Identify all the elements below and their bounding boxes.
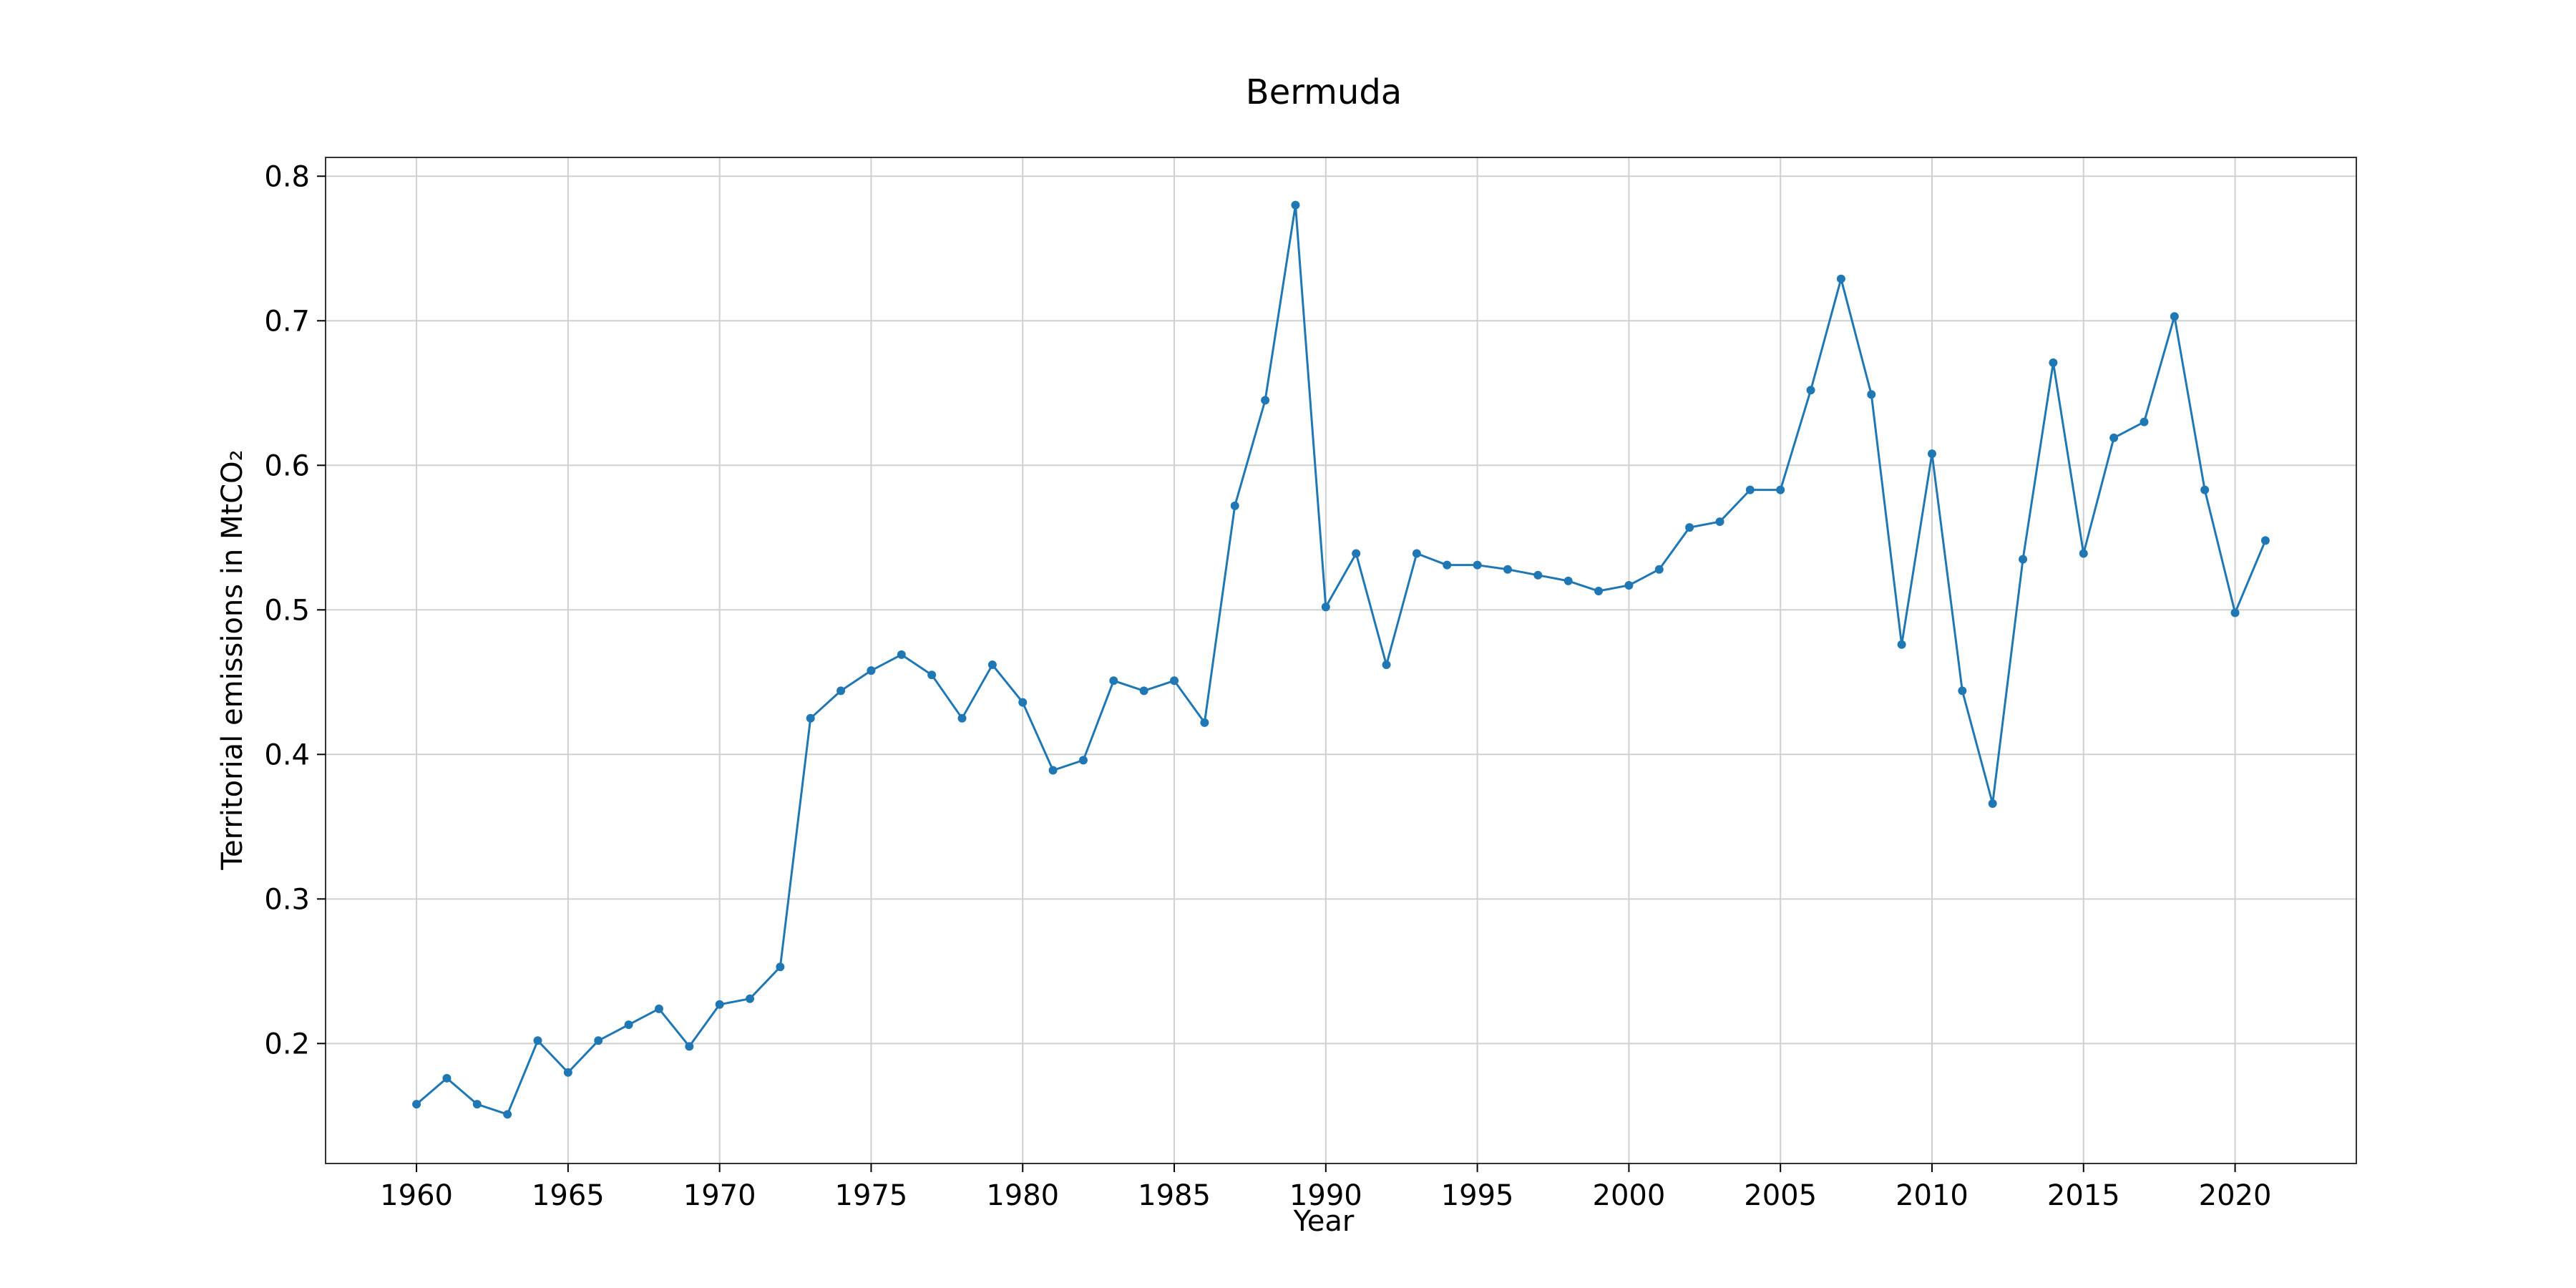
data-point (1745, 485, 1755, 494)
data-point (2200, 485, 2210, 494)
data-point (2170, 312, 2179, 321)
data-point (503, 1110, 512, 1119)
data-point (624, 1020, 633, 1030)
y-tick-label: 0.2 (264, 1028, 310, 1060)
data-point (1594, 587, 1604, 596)
data-point (927, 670, 937, 680)
tick-layer: 1960 1965 1970 1975 1980 1985 1990 1995 2000 2005… (264, 160, 2271, 1212)
data-point (1139, 686, 1148, 696)
data-point (1018, 698, 1028, 707)
data-point (897, 650, 906, 659)
x-tick-label: 2015 (2047, 1179, 2120, 1212)
data-point (1261, 396, 1270, 405)
data-point (1624, 580, 1634, 590)
y-axis-label: Territorial emissions in MtCO₂ (216, 449, 249, 870)
data-point (776, 962, 785, 972)
y-tick-label: 0.8 (264, 160, 310, 193)
data-point (2079, 549, 2088, 558)
data-point (442, 1073, 452, 1083)
grid-layer (326, 157, 2356, 1163)
series-layer (412, 200, 2270, 1119)
data-point (1533, 570, 1543, 580)
x-tick-label: 1980 (986, 1179, 1059, 1212)
data-point (1048, 766, 1058, 775)
data-point (1170, 676, 1179, 686)
y-tick-label: 0.4 (264, 738, 310, 771)
series-line (415, 204, 2267, 1116)
chart-title: Bermuda (1246, 72, 1402, 112)
data-point (654, 1004, 663, 1013)
data-point (1382, 660, 1391, 670)
x-tick-label: 2000 (1593, 1179, 1666, 1212)
data-point (867, 666, 876, 675)
x-tick-label: 2020 (2199, 1179, 2272, 1212)
y-tick-label: 0.5 (264, 594, 310, 627)
data-point (1897, 640, 1906, 649)
data-point (533, 1036, 542, 1045)
x-tick-label: 1975 (835, 1179, 908, 1212)
data-point (1109, 676, 1118, 686)
data-point (1503, 565, 1512, 574)
data-point (1927, 449, 1936, 459)
data-point (806, 713, 815, 723)
data-point (1715, 517, 1724, 527)
x-tick-label: 1965 (532, 1179, 605, 1212)
data-point (1200, 718, 1209, 727)
x-tick-label: 1990 (1289, 1179, 1362, 1212)
x-tick-label: 1995 (1441, 1179, 1514, 1212)
data-point (594, 1036, 603, 1045)
data-point (1958, 686, 1967, 696)
data-point (685, 1042, 694, 1051)
data-point (1321, 602, 1330, 612)
data-point (2049, 358, 2058, 367)
data-point (1443, 560, 1452, 570)
data-point (746, 994, 755, 1003)
x-tick-label: 2010 (1896, 1179, 1968, 1212)
data-point (1806, 386, 1815, 395)
data-point (1654, 565, 1664, 574)
y-tick-label: 0.6 (264, 449, 310, 482)
data-point (1776, 485, 1785, 494)
data-point (836, 686, 846, 696)
data-point (2019, 555, 2028, 564)
data-point (1563, 576, 1573, 585)
data-point (715, 1000, 724, 1009)
data-point (2109, 433, 2119, 442)
data-point (2230, 608, 2240, 618)
data-point (1867, 390, 1876, 399)
plot-frame (325, 157, 2357, 1164)
data-point (1291, 200, 1300, 210)
data-point (1230, 501, 1239, 510)
data-point (563, 1068, 572, 1077)
data-point (987, 660, 997, 670)
data-point (1988, 799, 1997, 808)
x-axis-label: Year (1293, 1205, 1355, 1238)
x-tick-label: 1960 (380, 1179, 453, 1212)
y-tick-label: 0.3 (264, 883, 310, 916)
x-tick-label: 1985 (1138, 1179, 1211, 1212)
x-tick-label: 2005 (1744, 1179, 1817, 1212)
data-point (1685, 523, 1694, 532)
data-point (957, 713, 967, 723)
data-point (412, 1100, 421, 1109)
y-tick-label: 0.7 (264, 305, 310, 338)
data-point (1352, 549, 1361, 558)
data-point (1473, 560, 1482, 570)
data-point (1836, 274, 1845, 283)
data-point (2260, 536, 2270, 545)
data-point (472, 1100, 482, 1109)
data-point (1412, 549, 1421, 558)
data-point (1078, 756, 1088, 765)
data-point (2140, 417, 2149, 426)
x-tick-label: 1970 (683, 1179, 756, 1212)
